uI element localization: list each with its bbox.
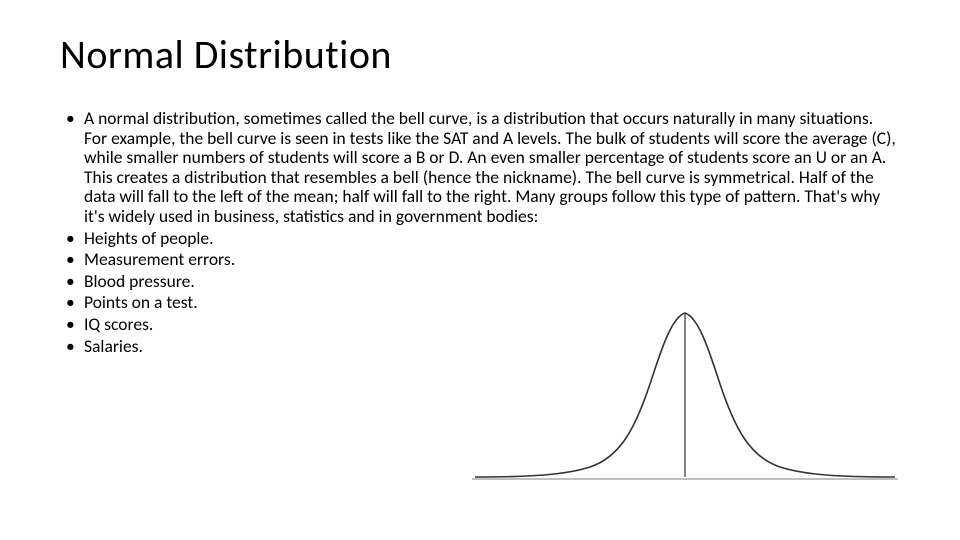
bullet-item-1: Measurement errors. [60,250,900,270]
bell-curve-chart [470,299,900,499]
slide: Normal Distribution A normal distributio… [0,0,960,540]
bullet-item-2: Blood pressure. [60,272,900,292]
bullet-main: A normal distribution, sometimes called … [60,109,900,227]
content-area: A normal distribution, sometimes called … [60,109,900,356]
slide-title: Normal Distribution [60,30,900,79]
bullet-item-0: Heights of people. [60,229,900,249]
bell-curve-svg [470,299,900,499]
